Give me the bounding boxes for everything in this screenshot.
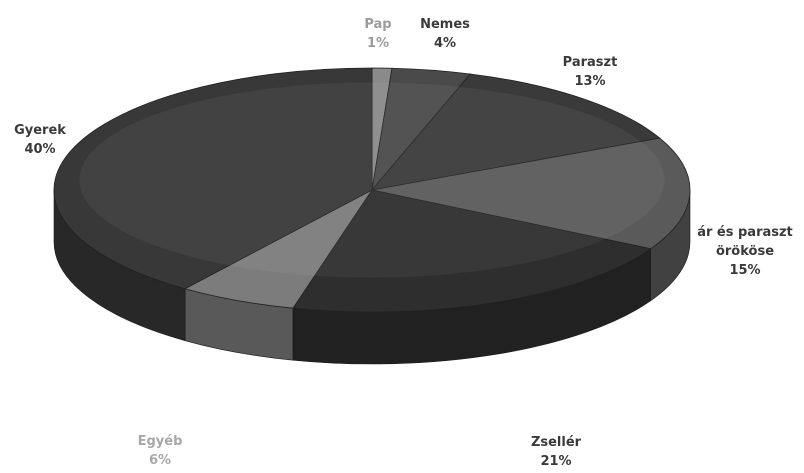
pie-slice-zsellér	[292, 189, 652, 313]
pie-label-percent: 6%	[149, 453, 171, 468]
pie-label-name: Egyéb	[138, 434, 183, 449]
pie-slice-paraszt	[370, 73, 661, 191]
pie-label-percent: 4%	[434, 36, 456, 51]
pie-highlight	[79, 82, 665, 278]
pie-label-nemes: Nemes 4%	[420, 17, 470, 51]
pie-label-paraszt: Paraszt 13%	[563, 55, 618, 89]
pie-label-name: örököse	[716, 244, 774, 259]
pie-label-percent: 1%	[367, 36, 389, 51]
pie-side-walls	[53, 189, 691, 365]
pie-label-name: Gyerek	[14, 123, 66, 138]
pie-slice-gyerek	[53, 67, 373, 290]
pie-label-percent: 13%	[574, 74, 605, 89]
pie-slice-ár-és-paraszt-örököse	[371, 137, 691, 250]
pie-label-egyéb: Egyéb 6%	[138, 434, 183, 468]
pie-label-pap: Pap 1%	[364, 17, 391, 51]
pie-label-zsellér: Zsellér 21%	[531, 435, 582, 469]
pie-label-percent: 21%	[540, 454, 571, 469]
pie-slice-egyéb	[184, 189, 373, 309]
pie-label-name: Pap	[364, 17, 391, 32]
pie-label-name: Zsellér	[531, 435, 582, 450]
pie-label-gyerek: Gyerek 40%	[14, 123, 66, 157]
pie-label-percent: 40%	[24, 142, 55, 157]
pie-top-faces	[53, 67, 691, 313]
pie-label-name: Nemes	[420, 17, 470, 32]
pie-label-name: Paraszt	[563, 55, 618, 70]
pie-label-ár-és-paraszt-örököse: ár és paraszt örököse 15%	[697, 225, 793, 278]
pie-label-name: ár és paraszt	[697, 225, 793, 240]
pie-label-percent: 15%	[729, 263, 760, 278]
pie-labels: Pap 1% Nemes 4% Paraszt 13% ár és paraszt örökö…	[14, 17, 793, 469]
